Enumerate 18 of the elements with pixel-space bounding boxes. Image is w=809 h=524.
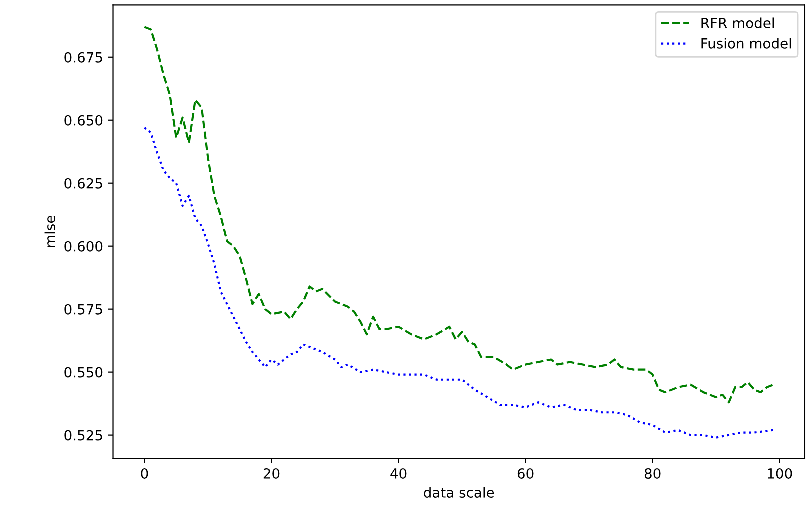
y-axis-title: mlse: [44, 216, 56, 248]
y-tick-label: 0.525: [64, 430, 102, 441]
y-tick-label: 0.575: [64, 304, 102, 315]
y-tick-label: 0.650: [64, 115, 103, 126]
y-tick-label: 0.675: [64, 52, 102, 63]
x-tick-label: 0: [141, 468, 148, 479]
x-tick-label: 20: [264, 468, 280, 479]
y-tick-label: 0.600: [64, 241, 103, 252]
line-series: [144, 126, 775, 439]
x-tick-label: 60: [518, 468, 534, 479]
x-tick-label: 80: [644, 468, 661, 479]
legend-label: RFR model: [702, 18, 774, 28]
legend-label: Fusion model: [702, 38, 792, 49]
y-tick-label: 0.625: [64, 178, 102, 189]
x-tick-label: 40: [390, 468, 407, 479]
x-tick-label: 100: [768, 468, 792, 479]
y-tick-label: 0.550: [64, 367, 103, 378]
x-axis-title: data scale: [424, 487, 494, 498]
